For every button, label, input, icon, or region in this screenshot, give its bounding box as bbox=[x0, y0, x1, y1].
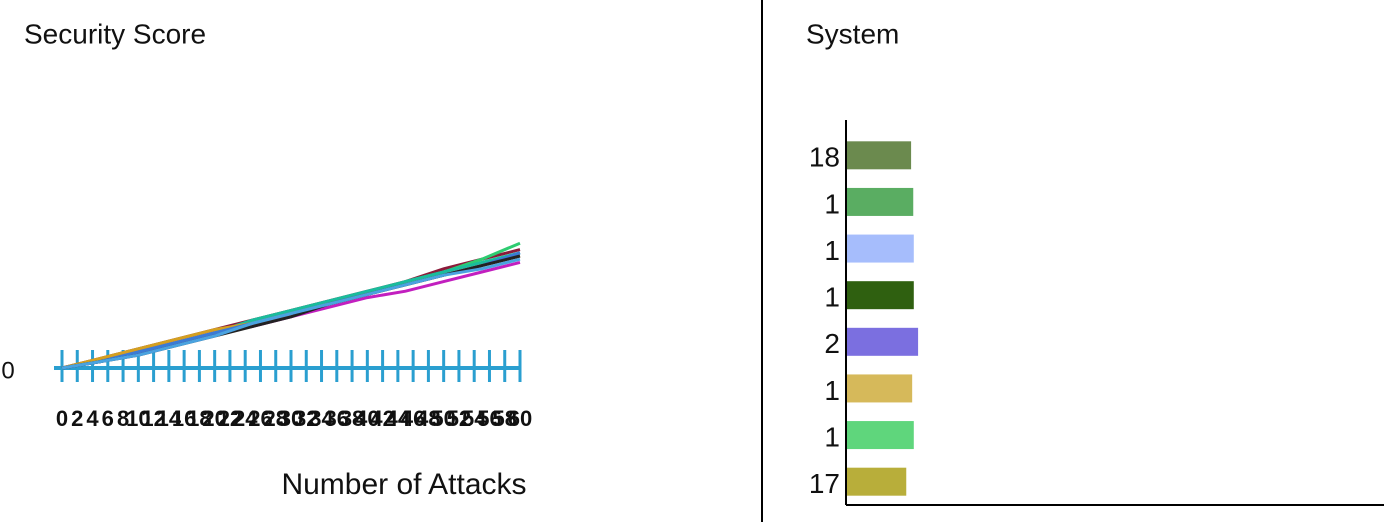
chart-title: System bbox=[806, 18, 899, 49]
x-tick-label: 6 bbox=[102, 406, 114, 431]
x-tick-label: 42 bbox=[370, 406, 394, 431]
y-tick-label: 17 bbox=[809, 468, 840, 499]
x-tick-label: 20 bbox=[202, 406, 226, 431]
y-tick-label: 1 bbox=[824, 375, 840, 406]
x-tick-label: 52 bbox=[447, 406, 471, 431]
x-tick-label: 34 bbox=[309, 406, 334, 431]
chart-title: Security Score bbox=[24, 18, 206, 49]
x-tick-label: 8 bbox=[117, 406, 129, 431]
bar bbox=[846, 234, 914, 263]
bar bbox=[846, 467, 907, 496]
x-tick-label: 32 bbox=[294, 406, 318, 431]
x-tick-label: 30 bbox=[279, 406, 303, 431]
x-tick-label: 36 bbox=[325, 406, 349, 431]
x-tick-label: 18 bbox=[187, 406, 211, 431]
x-tick-label: 14 bbox=[157, 406, 182, 431]
bar bbox=[846, 281, 914, 310]
x-tick-label: 4 bbox=[86, 406, 99, 431]
x-tick-label: 26 bbox=[248, 406, 272, 431]
x-tick-label: 0 bbox=[56, 406, 68, 431]
x-tick-label: 40 bbox=[355, 406, 379, 431]
x-tick-label: 12 bbox=[141, 406, 165, 431]
x-tick-label: 2 bbox=[71, 406, 83, 431]
x-tick-label: 16 bbox=[172, 406, 196, 431]
bar bbox=[846, 374, 913, 403]
x-tick-label: 24 bbox=[233, 406, 258, 431]
x-tick-label: 56 bbox=[477, 406, 501, 431]
y-tick-label: 1 bbox=[824, 282, 840, 313]
y-tick-label: 1 bbox=[824, 235, 840, 266]
x-tick-label: 44 bbox=[386, 406, 411, 431]
y-tick-label: 18 bbox=[809, 142, 840, 173]
x-tick-label: 58 bbox=[492, 406, 516, 431]
x-tick-label: 46 bbox=[401, 406, 425, 431]
x-tick-label: 10 bbox=[126, 406, 150, 431]
y-tick-label: 1 bbox=[824, 421, 840, 452]
x-tick-label: 60 bbox=[508, 406, 532, 431]
y-tick-label: 0 bbox=[1, 357, 14, 384]
bar bbox=[846, 187, 914, 216]
y-tick-label: 2 bbox=[824, 328, 840, 359]
x-tick-label: 28 bbox=[263, 406, 287, 431]
series-line bbox=[61, 257, 521, 370]
y-tick-label: 1 bbox=[824, 188, 840, 219]
bar bbox=[846, 327, 919, 356]
x-tick-label: 48 bbox=[416, 406, 440, 431]
x-tick-label: 22 bbox=[218, 406, 242, 431]
bar bbox=[846, 141, 912, 170]
x-tick-label: 54 bbox=[462, 406, 487, 431]
bar bbox=[846, 421, 914, 450]
x-axis-label: Number of Attacks bbox=[281, 468, 526, 501]
x-tick-label: 50 bbox=[431, 406, 455, 431]
x-tick-label: 38 bbox=[340, 406, 364, 431]
